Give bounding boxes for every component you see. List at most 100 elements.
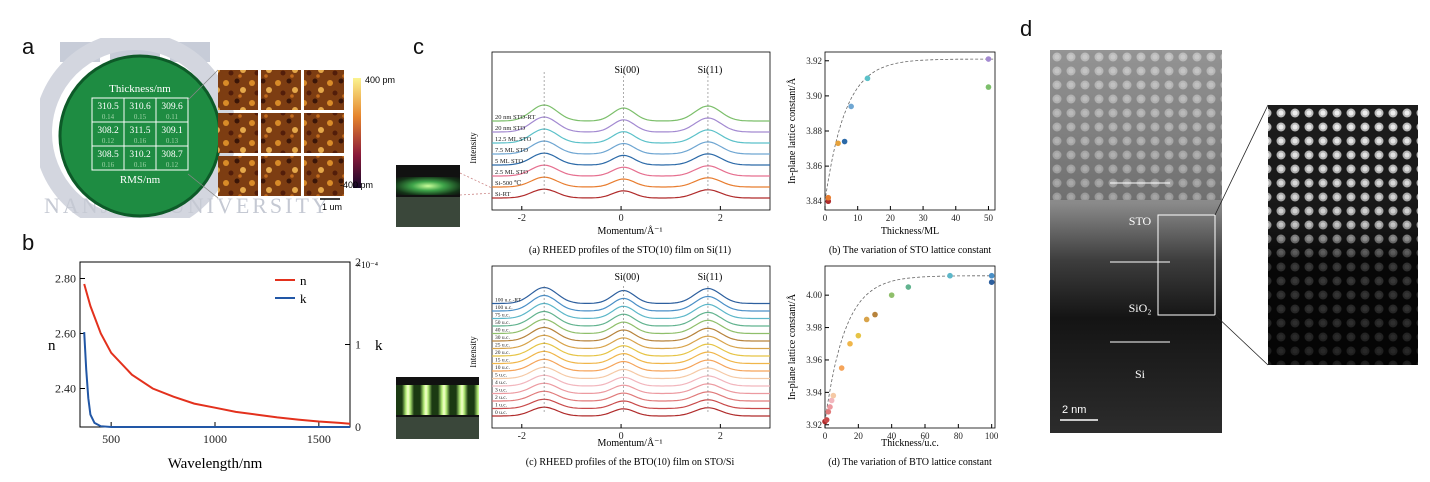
peak-label-si11: Si(11) (698, 272, 723, 283)
profile-label: 20 nm STO (495, 125, 526, 132)
y-tick-label: 3.96 (806, 355, 822, 365)
y-axis-label: In-plane lattice constant/Å (786, 77, 798, 184)
profile-label: Si-500 ℃ (495, 179, 521, 187)
data-point (947, 272, 953, 279)
profile-label: 4 u.c. (495, 380, 508, 386)
profile-curve (492, 310, 770, 327)
profile-label: Si-RT (495, 191, 511, 198)
profile-label: 15 u.c. (495, 358, 510, 364)
profile-curve (492, 390, 770, 402)
rheed-image-bto (396, 377, 479, 439)
x-tick-label: 0 (823, 431, 828, 441)
y-tick-label: 2.60 (55, 327, 76, 341)
y2-tick-label: 0 (355, 420, 361, 434)
profile-label: 3 u.c. (495, 388, 508, 394)
y-tick-label: 3.88 (806, 126, 822, 136)
x-tick-label: 30 (919, 213, 929, 223)
y-axis-label: Intensity (470, 132, 478, 164)
y-axis-label: n (48, 338, 56, 354)
x-axis-label: Thickness/u.c. (881, 438, 939, 449)
profile-label: 7.5 ML STO (495, 147, 528, 154)
thickness-value: 310.2 (129, 150, 151, 160)
data-point (823, 417, 830, 423)
y2-tick-label: 2 (355, 255, 361, 269)
thickness-label: Thickness/nm (109, 83, 171, 95)
rms-value: 0.14 (102, 113, 115, 121)
profile-curve (492, 318, 770, 335)
data-point (985, 56, 992, 62)
rms-value: 0.11 (166, 113, 178, 121)
x-tick-label: 0 (619, 431, 624, 442)
data-point (830, 392, 837, 399)
x-axis-label: Momentum/Å⁻¹ (598, 225, 663, 237)
panel-c-a-chart: Si-RT Si-500 ℃ 2.5 ML STO 5 ML STO 7.5 ML ST… (470, 51, 771, 256)
y-tick-label: 3.94 (806, 387, 822, 397)
panel-c-d-chart: 0 20 40 60 80 100 3.92 3.94 3.96 3.98 4.00 In-plan… (786, 265, 999, 468)
colorbar-min: -400 pm (340, 180, 373, 190)
x-tick-label: 50 (984, 213, 994, 223)
profile-label: 0 u.c. (495, 410, 508, 416)
fit-curve (824, 275, 995, 422)
series-k (83, 332, 350, 428)
y-tick-label: 3.84 (806, 196, 822, 206)
profile-curve (492, 152, 770, 166)
data-point (841, 138, 848, 145)
profile-label: 5 ML STO (495, 158, 523, 165)
thickness-value: 308.2 (97, 126, 119, 136)
x-tick-label: -2 (518, 213, 526, 224)
panel-letter-a: a (22, 34, 35, 59)
profile-label: 1 u.c. (495, 403, 508, 409)
profile-curve (492, 358, 770, 372)
legend-k: k (300, 291, 307, 306)
profile-curve (492, 287, 770, 305)
x-tick-label: 80 (954, 431, 964, 441)
x-tick-label: 0 (619, 213, 624, 224)
data-point (828, 397, 835, 404)
y-tick-label: 3.90 (806, 91, 822, 101)
profile-curve (492, 164, 770, 177)
x-tick-label: 500 (102, 432, 120, 446)
y-tick-label: 3.92 (806, 420, 822, 430)
colorbar-max: 400 pm (365, 75, 395, 85)
peak-label-si11: Si(11) (698, 65, 723, 76)
thickness-value: 310.5 (97, 102, 119, 112)
data-point (847, 340, 853, 347)
y-axis-label: Intensity (470, 336, 478, 368)
profile-curve (492, 398, 770, 410)
colorbar (353, 78, 361, 188)
x-tick-label: 1500 (307, 432, 331, 446)
x-tick-label: 40 (951, 213, 961, 223)
rms-value: 0.13 (166, 137, 179, 145)
profile-label: 25 u.c. (495, 343, 510, 349)
profile-curve (492, 128, 770, 144)
profile-label: 100 u.c. (495, 305, 513, 311)
stem-lattice (1050, 50, 1222, 200)
y-tick-label: 3.86 (806, 161, 822, 171)
y-tick-label: 4.00 (806, 290, 822, 300)
data-point (985, 84, 992, 90)
profile-curve (492, 366, 770, 380)
data-point (848, 103, 854, 110)
data-point (838, 365, 845, 371)
profile-label: 12.5 ML STO (495, 136, 532, 143)
panel-b-chart: 500 1000 1500 2.40 2.60 2.80 0 1 2 n k Wavelengt… (48, 255, 383, 472)
data-point (863, 316, 870, 323)
x-tick-label: 2 (718, 213, 723, 224)
plot-frame (824, 265, 996, 429)
profile-curve (492, 350, 770, 365)
x-tick-label: 60 (921, 431, 931, 441)
profile-label: 75 u.c. (495, 313, 510, 319)
chart-title: (c) RHEED profiles of the BTO(10) film o… (526, 457, 735, 468)
x-tick-label: 2 (718, 431, 723, 442)
profile-label: 100 u.c.-RT (495, 298, 522, 304)
rms-value: 0.16 (102, 161, 115, 169)
rms-label: RMS/nm (120, 174, 161, 186)
data-point (855, 332, 862, 339)
data-point (872, 311, 878, 318)
panel-d-figure: STO SiO₂ Si 2 nm (1050, 50, 1418, 433)
series-n (83, 283, 351, 425)
data-point (988, 279, 995, 285)
legend-n: n (300, 273, 307, 288)
thickness-value: 308.7 (161, 150, 183, 160)
y2-axis-label: k (375, 338, 383, 354)
